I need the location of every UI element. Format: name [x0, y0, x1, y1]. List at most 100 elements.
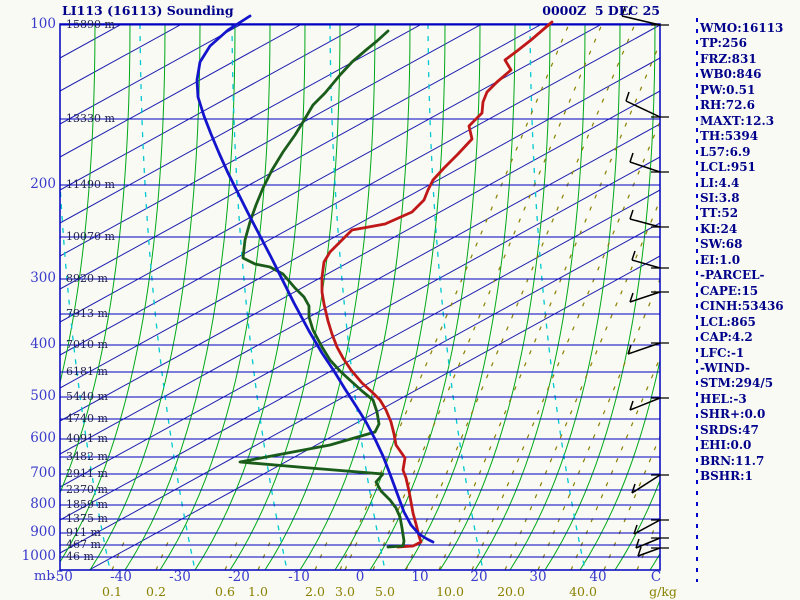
- wind-barb-staff: [627, 342, 661, 355]
- dry-adiabat-line: [474, 24, 586, 570]
- mixing-ratio-tick-label: 0.1: [102, 584, 122, 599]
- temperature-tick-label: 0: [355, 569, 365, 585]
- dry-adiabat-line: [404, 24, 516, 570]
- isotherm-line: [60, 24, 483, 257]
- height-label: 11490 m: [66, 178, 115, 191]
- mixing-ratio-stub: [155, 541, 169, 570]
- height-label: 2370 m: [66, 483, 108, 496]
- stat-line: -PARCEL-: [700, 268, 765, 283]
- stat-line: L57:6.9: [700, 144, 751, 159]
- wind-barb-staff: [631, 474, 661, 494]
- stat-line: CAP:4.2: [700, 330, 753, 345]
- moist-adiabat-line: [529, 24, 586, 570]
- wind-barb-staff: [629, 218, 661, 228]
- wind-barb-flag: [631, 250, 636, 261]
- mixing-ratio-tick-label: 0.6: [215, 584, 235, 599]
- isotherm-line: [60, 24, 660, 356]
- dry-adiabat-line: [334, 24, 446, 570]
- temperature-tick-label: -50: [51, 569, 73, 585]
- height-label: 10070 m: [66, 230, 115, 243]
- isotherm-line: [88, 255, 660, 570]
- wind-barb-flag: [637, 546, 642, 557]
- wind-barb-staff: [637, 547, 661, 557]
- dry-adiabat-line: [124, 24, 236, 570]
- height-label: 911 m: [66, 526, 101, 539]
- isotherm-line: [60, 57, 660, 389]
- pressure-axis-label: 300: [30, 270, 56, 286]
- pressure-axis-label: 100: [30, 16, 56, 32]
- stat-line: -WIND-: [700, 360, 750, 375]
- mixing-ratio-line: [339, 24, 570, 570]
- stat-line: PW:0.51: [700, 82, 756, 97]
- height-label: 2911 m: [66, 467, 108, 480]
- dry-adiabat-line: [369, 24, 481, 570]
- isotherm-line: [60, 24, 603, 323]
- height-label: 1859 m: [66, 498, 108, 511]
- mixing-ratio-stub: [314, 541, 328, 570]
- height-label: 15890 m: [66, 18, 115, 31]
- height-label: 3482 m: [66, 450, 108, 463]
- mixing-ratio-stub: [224, 541, 238, 570]
- dry-adiabat-line: [60, 24, 96, 385]
- wind-barb-flag: [625, 91, 630, 102]
- isotherm-line: [60, 90, 660, 422]
- pressure-axis-label: 200: [30, 176, 56, 192]
- height-label: 4091 m: [66, 432, 108, 445]
- wind-barb-staff: [621, 15, 661, 26]
- dry-adiabat-line: [509, 24, 621, 570]
- temperature-tick-label: 10: [411, 569, 429, 585]
- pressure-axis-label: 600: [30, 430, 56, 446]
- isotherm-line: [60, 189, 660, 521]
- isotherm-line: [60, 24, 363, 191]
- wind-barb-staff: [629, 291, 661, 303]
- stat-line: TP:256: [700, 36, 748, 51]
- wind-barb-flag: [629, 400, 634, 411]
- plot-frame: [59, 23, 661, 571]
- wind-barb-flag: [621, 6, 626, 17]
- temperature-tick-label: -20: [228, 569, 250, 585]
- height-label: 46 m: [66, 550, 94, 563]
- page-title: LI113 (16113) Sounding: [62, 3, 234, 18]
- mixing-ratio-tick-label: 40.0: [569, 584, 597, 599]
- stat-line: CAPE:15: [700, 283, 759, 298]
- wind-barb-flag: [628, 5, 633, 16]
- wind-barb-staff: [629, 397, 661, 411]
- dry-adiabat-line: [159, 24, 271, 570]
- dry-adiabat-line: [439, 24, 551, 570]
- stat-line: TT:52: [700, 206, 739, 221]
- mixing-ratio-tick-label: 3.0: [335, 584, 355, 599]
- dry-adiabat-line: [194, 24, 306, 570]
- mixing-ratio-tick-label: 1.0: [248, 584, 268, 599]
- temperature-tick-label: 40: [589, 569, 607, 585]
- wet-bulb-curve: [195, 14, 435, 544]
- isotherm-line: [60, 24, 303, 158]
- height-label: 7913 m: [66, 307, 108, 320]
- stat-line: WB0:846: [700, 67, 762, 82]
- stat-line: FRZ:831: [700, 51, 757, 66]
- stat-line: MAXT:12.3: [700, 113, 775, 128]
- stat-line: EI:1.0: [700, 252, 741, 267]
- pressure-axis-label: 700: [30, 465, 56, 481]
- stat-line: KI:24: [700, 221, 738, 236]
- pressure-axis-label: 800: [30, 496, 56, 512]
- stat-line: LCL:865: [700, 314, 756, 329]
- isotherm-line: [60, 24, 243, 125]
- height-label: 5440 m: [66, 390, 108, 403]
- stat-line: HEL:-3: [700, 391, 747, 406]
- temperature-tick-label: 30: [529, 569, 547, 585]
- height-label: 7010 m: [66, 338, 108, 351]
- height-label: 6181 m: [66, 365, 108, 378]
- isotherm-line: [60, 24, 543, 290]
- temperature-tick-label: -40: [110, 569, 132, 585]
- stat-line: EHI:0.0: [700, 438, 752, 453]
- temperature-tick-label: -10: [288, 569, 310, 585]
- mixing-ratio-tick-label: 0.2: [146, 584, 166, 599]
- wind-barb-flag: [629, 292, 634, 303]
- wind-barb-staff: [631, 259, 661, 269]
- isotherm-line: [60, 123, 660, 455]
- pressure-axis-label: 500: [30, 388, 56, 404]
- moist-adiabat-line: [139, 24, 196, 570]
- mixing-ratio-tick-label: g/kg: [649, 584, 677, 599]
- stat-line: BRN:11.7: [700, 453, 765, 468]
